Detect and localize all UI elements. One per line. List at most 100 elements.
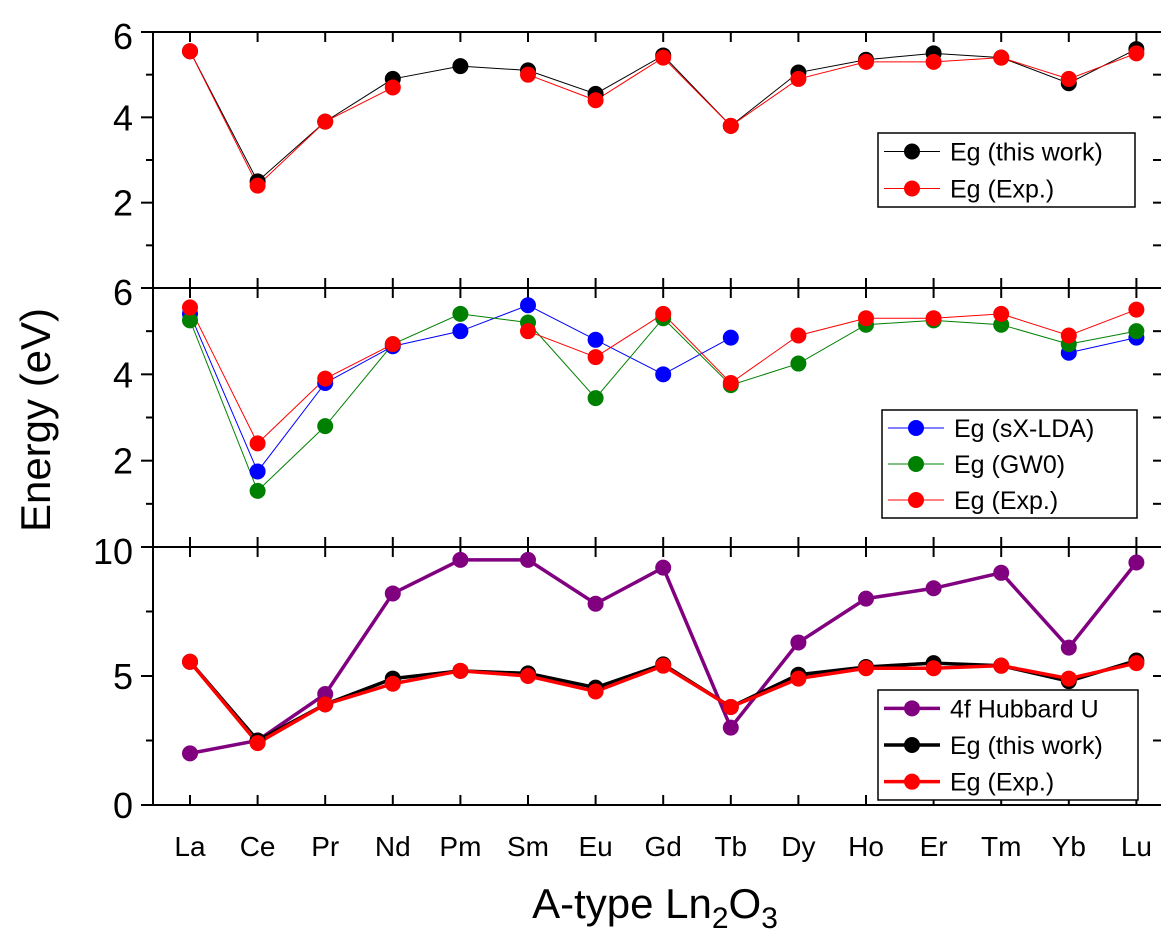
data-point [925,310,942,327]
legend-label: Eg (sX-LDA) [954,415,1094,443]
data-point [790,70,807,87]
data-point [722,698,739,715]
series-line-eg-exp- [527,309,1137,384]
data-point [858,590,874,607]
data-point [858,310,874,327]
data-point [452,662,469,679]
data-point [655,366,672,383]
x-tick-labels: La Ce Pr Nd Pm Sm Eu Gd Tb Dy Ho Er Tm Yb Lu [174,831,1152,862]
legend-marker [904,737,920,753]
x-tick-label: Er [920,831,948,862]
data-point [249,482,266,499]
data-point [249,735,266,752]
data-point [790,670,807,687]
data-point [587,595,604,612]
panel-3-axes: 0 5 10 [93,531,1161,826]
legend-marker [904,180,920,197]
series-line-eg-sx-lda- [1068,337,1137,354]
y-axis-label: Energy (eV) [12,308,59,532]
data-point [1128,554,1145,571]
y-tick-label: 10 [93,531,133,572]
legend-label: Eg (this work) [950,732,1103,760]
series-line-eg-exp- [189,50,394,187]
y-tick-label: 4 [113,97,133,138]
x-axis-label: A-type Ln2O3 [532,880,778,935]
data-point [925,580,942,597]
data-point [384,79,401,96]
panel-1-series [182,41,1145,194]
panel-1-legend: Eg (this work) Eg (Exp.) [877,132,1136,208]
data-point [1060,639,1077,656]
data-point [925,53,942,70]
panel-3-legend: 4f Hubbard U Eg (this work) Eg (Exp.) [877,689,1139,801]
data-point [993,49,1010,66]
panel-3-series [182,551,1145,762]
data-point [722,329,739,346]
panel-2-series [182,297,1145,499]
x-axis-label-main: A-type Ln [532,880,712,927]
data-point [182,653,198,670]
data-point [384,336,401,353]
legend-box [877,132,1136,208]
data-point [520,323,536,340]
legend-layer: Eg (this work) Eg (Exp.) Eg (sX-LDA) Eg (GW… [877,132,1139,801]
x-axis-label-sub2: 3 [761,902,778,935]
data-point [1128,45,1145,62]
data-point [655,49,672,66]
data-point [520,668,536,684]
legend-marker [908,492,924,508]
data-point [520,66,536,83]
legend-label: 4f Hubbard U [950,695,1099,723]
data-point [925,660,942,677]
series-layer [182,41,1145,762]
data-point [452,305,469,322]
y-tick-label: 0 [113,785,133,826]
x-tick-label: Tm [981,831,1021,862]
data-point [587,683,604,700]
x-tick-label: Nd [375,831,411,862]
y-tick-label: 2 [113,441,133,482]
data-point [790,355,807,372]
series-line-eg-exp- [189,307,394,445]
data-point [1128,301,1145,318]
data-point [182,299,198,316]
x-tick-label: Pm [439,831,481,862]
legend-label: Eg (Exp.) [950,176,1054,204]
legend-marker [908,456,924,472]
data-point [520,551,536,568]
data-point [317,696,334,713]
data-point [587,92,604,109]
x-tick-label: Lu [1121,831,1152,862]
x-tick-label: Gd [645,831,682,862]
data-point [1060,70,1077,87]
data-point [858,660,874,677]
data-point [858,53,874,70]
legend-label: Eg (this work) [950,139,1103,167]
panel-2-axes: 2 4 6 [113,272,1161,548]
data-point [1060,327,1077,344]
data-point [993,305,1010,322]
data-point [790,327,807,344]
y-tick-label: 6 [113,272,133,313]
data-point [384,675,401,692]
data-point [182,312,198,329]
data-point [452,551,469,568]
data-point [182,745,198,762]
x-tick-label: Ho [848,831,884,862]
legend-marker [904,143,920,160]
data-point [249,435,266,452]
legend-label: Eg (Exp.) [954,487,1058,515]
data-point [655,657,672,674]
data-point [317,370,334,387]
data-point [317,418,334,435]
data-point [1128,655,1145,672]
legend-label: Eg (Exp.) [950,769,1054,797]
legend-marker [904,773,920,790]
data-point [249,463,266,480]
y-tick-label: 6 [113,16,133,57]
x-tick-label: Sm [507,831,549,862]
data-point [520,297,536,314]
data-point [587,390,604,407]
data-point [452,58,469,75]
data-point [993,657,1010,674]
